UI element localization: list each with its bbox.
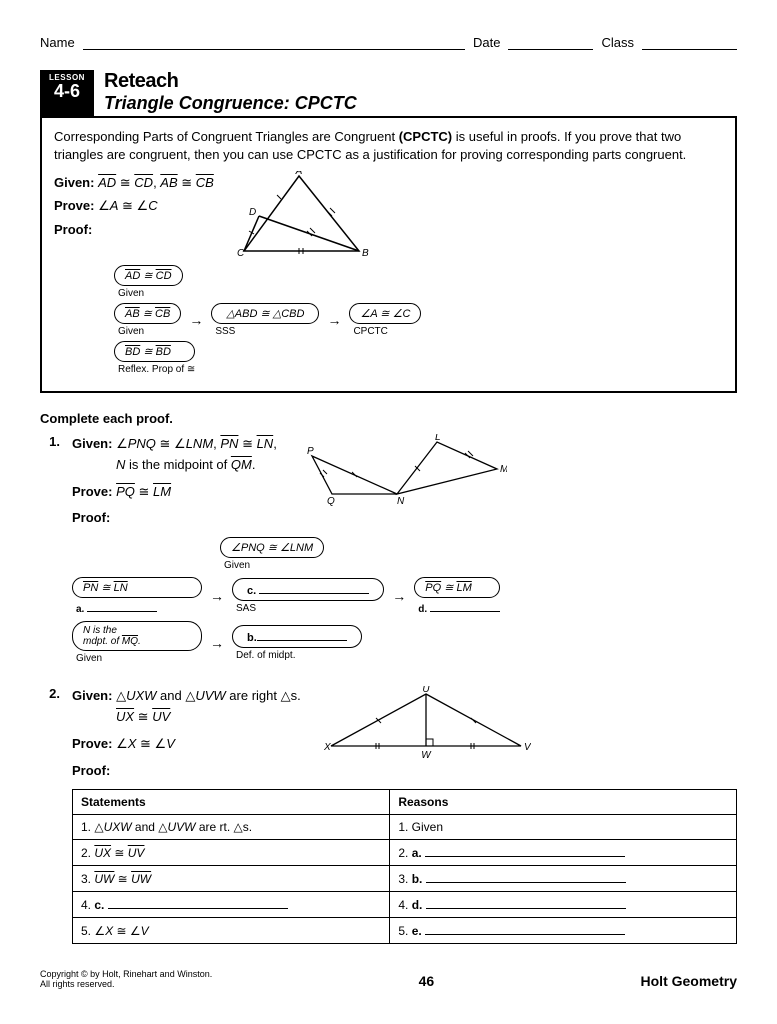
- r4: 4. d.: [390, 892, 737, 918]
- q1-pill-pnq: ∠PNQ ≅ ∠LNM: [220, 537, 324, 558]
- complete-heading: Complete each proof.: [40, 411, 737, 426]
- q2-given2: UX ≅ UV: [116, 707, 301, 728]
- s5: 5. ∠X ≅ ∠V: [73, 918, 390, 944]
- r5: 5. e.: [390, 918, 737, 944]
- svg-text:C: C: [237, 248, 245, 259]
- pill-bd-bd: BD ≅ BD: [114, 341, 195, 362]
- th-reasons: Reasons: [390, 790, 737, 815]
- svg-text:U: U: [422, 686, 430, 695]
- s4: 4. c.: [73, 892, 390, 918]
- date-blank[interactable]: [508, 36, 593, 50]
- svg-text:X: X: [323, 742, 331, 753]
- arrow-icon: →: [189, 313, 203, 327]
- reteach-title: Reteach: [104, 70, 737, 93]
- blank-d[interactable]: [430, 600, 500, 612]
- blank-a[interactable]: [87, 600, 157, 612]
- pill-angle-a-c: ∠A ≅ ∠C: [349, 303, 421, 324]
- q1-pill-pq-lm: PQ ≅ LM: [414, 577, 500, 598]
- lesson-subtitle: Triangle Congruence: CPCTC: [104, 93, 737, 118]
- svg-text:W: W: [421, 750, 432, 761]
- rights: All rights reserved.: [40, 979, 212, 989]
- class-label: Class: [601, 35, 634, 50]
- name-label: Name: [40, 35, 75, 50]
- given-line: Given: AD ≅ CD, AB ≅ CB: [54, 171, 214, 194]
- q1-given: Given: ∠PNQ ≅ ∠LNM, PN ≅ LN,: [72, 434, 277, 455]
- svg-text:D: D: [249, 207, 256, 218]
- brand: Holt Geometry: [641, 973, 737, 989]
- concept-box: Corresponding Parts of Congruent Triangl…: [40, 116, 737, 393]
- copyright: Copyright © by Holt, Rinehart and Winsto…: [40, 969, 212, 979]
- lesson-badge: LESSON 4-6: [40, 70, 94, 118]
- q2-number: 2.: [40, 686, 60, 781]
- arrow-icon: →: [210, 636, 224, 650]
- s1: 1. △UXW and △UVW are rt. △s.: [73, 815, 390, 840]
- pill-ab-cb: AB ≅ CB: [114, 303, 181, 324]
- header-fields: Name Date Class: [40, 35, 737, 50]
- intro-text: Corresponding Parts of Congruent Triangl…: [54, 128, 723, 163]
- triangle-abcd-figure: A B C D: [229, 171, 369, 261]
- svg-text:M: M: [500, 464, 507, 475]
- q1-pill-midpt: N is themdpt. of MQ.: [72, 621, 202, 651]
- lesson-number: 4-6: [40, 82, 94, 100]
- class-blank[interactable]: [642, 36, 737, 50]
- date-label: Date: [473, 35, 500, 50]
- r1: 1. Given: [390, 815, 737, 840]
- lesson-header: LESSON 4-6 Reteach Triangle Congruence: …: [40, 70, 737, 118]
- pill-ad-cd: AD ≅ CD: [114, 265, 183, 286]
- r3: 3. b.: [390, 866, 737, 892]
- s2: 2. UX ≅ UV: [73, 840, 390, 866]
- page-number: 46: [419, 973, 435, 989]
- arrow-icon: →: [392, 589, 406, 603]
- q1-number: 1.: [40, 434, 60, 529]
- r2: 2. a.: [390, 840, 737, 866]
- svg-text:B: B: [362, 248, 369, 259]
- svg-text:L: L: [435, 434, 441, 443]
- q1-pill-pn-ln: PN ≅ LN: [72, 577, 202, 598]
- q2-given: Given: △UXW and △UVW are right △s.: [72, 686, 301, 707]
- two-column-proof-table: StatementsReasons 1. △UXW and △UVW are r…: [72, 789, 737, 944]
- q1-flowchart: ∠PNQ ≅ ∠LNMGiven PN ≅ LNa. → c. SAS → PQ…: [72, 537, 737, 664]
- q1-pill-b[interactable]: b.: [232, 625, 362, 648]
- pill-abd-cbd: △ABD ≅ △CBD: [211, 303, 319, 324]
- svg-text:P: P: [307, 446, 314, 457]
- q1-given2: N is the midpoint of QM.: [116, 455, 277, 476]
- q1-pill-c[interactable]: c.: [232, 578, 384, 601]
- flowchart-proof: AD ≅ CDGiven AB ≅ CBGiven → △ABD ≅ △CBDS…: [114, 265, 723, 375]
- name-blank[interactable]: [83, 36, 465, 50]
- arrow-icon: →: [327, 313, 341, 327]
- q2-proof-label: Proof:: [72, 761, 301, 782]
- arrow-icon: →: [210, 589, 224, 603]
- th-statements: Statements: [73, 790, 390, 815]
- footer: Copyright © by Holt, Rinehart and Winsto…: [40, 969, 737, 989]
- q1-proof-label: Proof:: [72, 508, 277, 529]
- s3: 3. UW ≅ UW: [73, 866, 390, 892]
- q1-prove: Prove: PQ ≅ LM: [72, 482, 277, 503]
- triangle-pqnlm-figure: P Q N L M: [297, 434, 507, 529]
- q2-prove: Prove: ∠X ≅ ∠V: [72, 734, 301, 755]
- proof-label: Proof:: [54, 218, 214, 241]
- svg-text:A: A: [294, 171, 302, 177]
- svg-text:Q: Q: [327, 496, 335, 507]
- prove-line: Prove: ∠A ≅ ∠C: [54, 194, 214, 217]
- triangle-uvwx-figure: U X V W: [321, 686, 531, 781]
- svg-text:N: N: [397, 496, 405, 507]
- svg-text:V: V: [524, 742, 531, 753]
